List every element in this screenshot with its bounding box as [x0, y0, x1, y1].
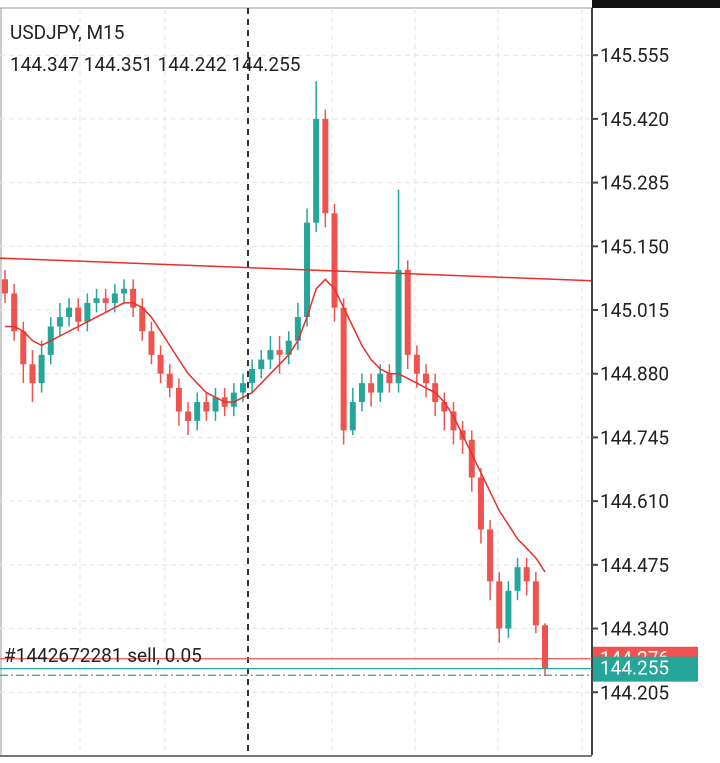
candle-body	[523, 567, 530, 582]
candle-body	[2, 279, 8, 294]
candle-body	[166, 373, 173, 388]
candle-body	[38, 354, 45, 384]
y-tick-label: 144.745	[600, 426, 669, 449]
candle-body	[139, 307, 146, 332]
candle-body	[441, 402, 448, 412]
y-tick-label: 145.420	[600, 108, 669, 131]
candle-body	[258, 359, 265, 369]
candle-body	[377, 373, 384, 393]
candle-body	[358, 383, 365, 403]
candle-body	[194, 402, 201, 421]
candle-body	[487, 529, 494, 582]
bid-price-label: 144.255	[600, 657, 669, 680]
candle-body	[66, 307, 73, 318]
candle-body	[404, 269, 411, 355]
y-tick-label: 144.880	[600, 363, 669, 386]
y-tick-label: 144.340	[600, 618, 669, 641]
candle-body	[450, 411, 457, 431]
candle-body	[20, 331, 27, 365]
order-label: #1442672281 sell, 0.05	[4, 644, 202, 667]
candle-body	[532, 581, 539, 626]
bid-price-tag	[593, 656, 698, 682]
candle-body	[313, 118, 320, 223]
y-tick-label: 145.285	[600, 172, 669, 195]
vertical-grid	[79, 8, 583, 755]
candle-body	[56, 317, 63, 327]
candle-body	[148, 331, 155, 355]
candle-body	[267, 350, 274, 360]
candle-body	[477, 477, 484, 530]
candle-body	[386, 373, 393, 384]
plot	[0, 54, 593, 693]
y-tick-label: 145.555	[600, 44, 669, 67]
candle-body	[157, 354, 164, 374]
candle-body	[276, 350, 283, 355]
candle-body	[102, 298, 109, 303]
candle-body	[285, 340, 292, 355]
candle-body	[75, 307, 82, 322]
candle-body	[413, 354, 420, 374]
y-tick-label: 144.610	[600, 490, 669, 513]
trendline	[0, 257, 593, 282]
candle-body	[542, 625, 548, 669]
y-tick-label: 144.205	[600, 681, 669, 704]
candle-body	[11, 293, 18, 332]
candle-body	[175, 387, 182, 412]
candle-body	[340, 307, 347, 431]
y-tick-label: 145.150	[600, 235, 669, 258]
candle-body	[203, 402, 210, 412]
candle-body	[93, 298, 100, 303]
candle-body	[294, 317, 301, 341]
candle-body	[322, 118, 329, 214]
candle-body	[120, 288, 127, 294]
candle-body	[29, 364, 36, 384]
candle-body	[249, 368, 256, 384]
y-tick-label: 144.475	[600, 554, 669, 577]
ohlc-readout: 144.347 144.351 144.242 144.255	[10, 53, 300, 76]
top-bar	[592, 0, 720, 8]
moving-average	[5, 278, 546, 573]
candle-body	[368, 383, 375, 393]
candle-body	[111, 293, 118, 303]
candle-body	[331, 213, 338, 308]
candle-body	[230, 392, 237, 407]
candle-body	[130, 288, 137, 308]
candle-body	[239, 383, 246, 393]
y-tick-label: 145.015	[600, 299, 669, 322]
candle-body	[185, 411, 192, 421]
candle-body	[84, 302, 91, 322]
candle-body	[423, 373, 430, 384]
candle-body	[496, 581, 503, 629]
candle-body	[212, 397, 219, 412]
candle-body	[514, 567, 521, 591]
candle-body	[468, 439, 475, 478]
candle-body	[349, 402, 356, 431]
candle-body	[505, 590, 512, 629]
candle-body	[395, 269, 402, 384]
chart-title: USDJPY, M15	[10, 21, 124, 44]
